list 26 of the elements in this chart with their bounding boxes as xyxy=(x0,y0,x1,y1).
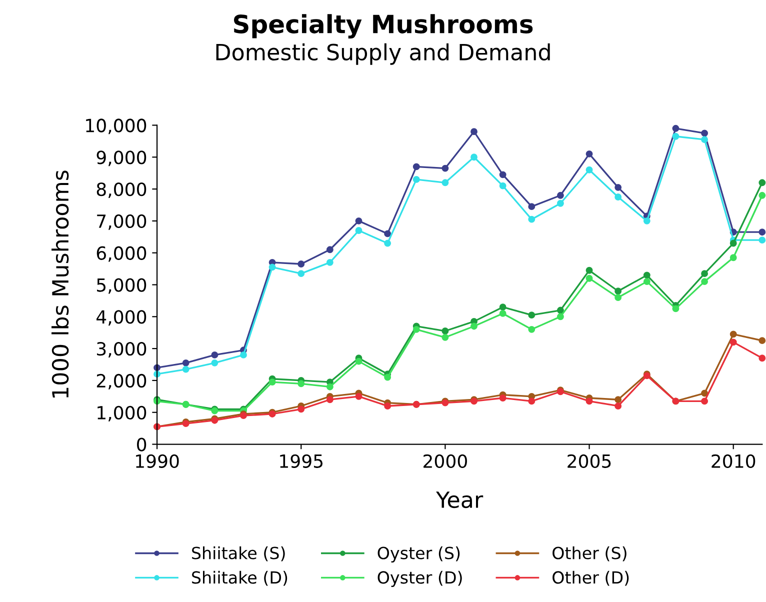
y-axis-title: 1000 lbs Mushrooms xyxy=(52,170,69,398)
y-tick-label: 6,000 xyxy=(96,246,146,262)
y-tick-label: 2,000 xyxy=(96,374,146,390)
x-tick-label: 1990 xyxy=(136,454,179,468)
legend-label: Oyster (D) xyxy=(378,570,462,587)
legend-label: Shiitake (S) xyxy=(192,546,285,562)
legend-label: Other (S) xyxy=(552,546,626,562)
x-axis-title: Year xyxy=(436,492,484,508)
chart-title: Specialty Mushrooms xyxy=(234,14,533,39)
legend-label: Other (D) xyxy=(552,570,629,586)
y-tick-label: 7,000 xyxy=(97,214,146,230)
y-tick-label: 1,000 xyxy=(98,406,146,422)
x-tick-label: 2010 xyxy=(712,454,756,468)
y-tick-label: 4,000 xyxy=(96,310,146,326)
legend-label: Shiitake (D) xyxy=(192,570,288,586)
y-tick-label: 10,000 xyxy=(86,118,146,134)
x-tick-label: 2000 xyxy=(424,454,467,468)
chart-subtitle: Domestic Supply and Demand xyxy=(216,43,550,65)
x-tick-label: 1995 xyxy=(280,454,323,468)
y-tick-label: 5,000 xyxy=(97,278,146,294)
y-tick-label: 9,000 xyxy=(96,150,146,166)
y-tick-label: 0 xyxy=(137,438,146,452)
y-tick-label: 3,000 xyxy=(96,342,146,358)
y-tick-label: 8,000 xyxy=(96,182,146,198)
legend-label: Oyster (S) xyxy=(378,546,460,563)
x-tick-label: 2005 xyxy=(568,454,611,468)
